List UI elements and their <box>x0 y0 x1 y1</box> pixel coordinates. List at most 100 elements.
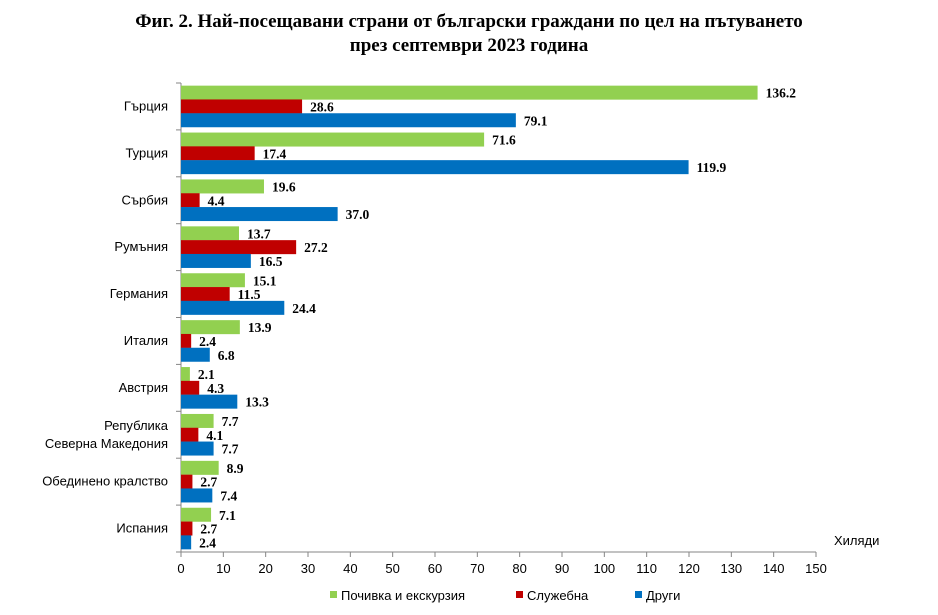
data-label: 2.4 <box>199 334 216 349</box>
x-tick-label: 30 <box>301 561 315 576</box>
category-label-line: Турция <box>125 145 168 160</box>
data-label: 37.0 <box>346 207 370 222</box>
bar-2-0 <box>181 113 516 128</box>
bar-0-8 <box>181 460 219 475</box>
data-label: 11.5 <box>238 287 261 302</box>
x-tick-label: 120 <box>678 561 700 576</box>
bar-2-3 <box>181 253 251 268</box>
data-label: 7.1 <box>219 508 236 523</box>
x-tick-label: 50 <box>385 561 399 576</box>
data-label: 13.7 <box>247 226 271 241</box>
bar-1-9 <box>181 521 193 536</box>
data-label: 28.6 <box>310 99 334 114</box>
bar-0-2 <box>181 179 264 194</box>
data-label: 2.7 <box>200 475 217 490</box>
category-label: Обединено кралство <box>42 474 168 489</box>
category-label-line: Германия <box>110 286 168 301</box>
bar-0-7 <box>181 413 214 428</box>
bar-2-6 <box>181 394 238 409</box>
category-label-line: Румъния <box>114 239 168 254</box>
bar-1-0 <box>181 99 303 114</box>
category-label: Турция <box>125 145 168 160</box>
category-label-line: Гърция <box>124 98 168 113</box>
data-label: 19.6 <box>272 179 296 194</box>
x-tick-label: 90 <box>555 561 569 576</box>
data-label: 15.1 <box>253 273 277 288</box>
bar-2-5 <box>181 347 210 362</box>
bar-1-5 <box>181 333 192 348</box>
bar-0-1 <box>181 132 485 147</box>
legend-swatch <box>635 591 642 598</box>
chart-title: Фиг. 2. Най-посещавани страни от българс… <box>0 10 938 58</box>
x-tick-label: 80 <box>512 561 526 576</box>
legend-label: Почивка и екскурзия <box>341 588 465 603</box>
bar-0-9 <box>181 507 212 522</box>
legend-swatch <box>516 591 523 598</box>
data-label: 17.4 <box>263 146 287 161</box>
x-tick-label: 130 <box>720 561 742 576</box>
data-label: 27.2 <box>304 240 328 255</box>
bar-0-4 <box>181 273 245 288</box>
data-label: 2.4 <box>199 535 216 550</box>
data-label: 71.6 <box>492 133 516 148</box>
data-label: 13.9 <box>248 320 272 335</box>
category-label-line: Обединено кралство <box>42 474 168 489</box>
bar-0-5 <box>181 320 240 335</box>
data-label: 2.1 <box>198 367 215 382</box>
x-tick-label: 70 <box>470 561 484 576</box>
bar-2-2 <box>181 207 338 222</box>
data-label: 6.8 <box>218 348 235 363</box>
data-label: 7.4 <box>220 488 237 503</box>
bar-2-4 <box>181 300 285 315</box>
x-tick-label: 100 <box>593 561 615 576</box>
bar-2-7 <box>181 441 214 456</box>
bar-0-6 <box>181 367 190 382</box>
data-label: 16.5 <box>259 254 283 269</box>
bar-1-6 <box>181 380 200 395</box>
legend-label: Служебна <box>527 588 589 603</box>
data-label: 119.9 <box>697 160 727 175</box>
bar-2-9 <box>181 535 192 550</box>
category-label: Република Северна Македония <box>45 418 169 451</box>
legend-swatch <box>330 591 337 598</box>
category-label-line: Испания <box>116 521 168 536</box>
data-label: 13.3 <box>245 395 269 410</box>
bar-1-1 <box>181 146 255 161</box>
category-label: Румъния <box>114 239 168 254</box>
category-label-line: Австрия <box>119 380 168 395</box>
x-tick-label: 20 <box>258 561 272 576</box>
x-tick-label: 140 <box>763 561 785 576</box>
category-label: Австрия <box>119 380 168 395</box>
data-label: 24.4 <box>292 301 316 316</box>
data-label: 136.2 <box>766 86 797 101</box>
data-label: 4.4 <box>208 193 225 208</box>
bar-1-7 <box>181 427 199 442</box>
category-label: Испания <box>116 521 168 536</box>
data-label: 79.1 <box>524 113 548 128</box>
legend-label: Други <box>646 588 680 603</box>
category-label-line: Сърбия <box>122 192 169 207</box>
x-tick-label: 0 <box>177 561 184 576</box>
chart-title-line-2: през септември 2023 година <box>349 35 589 56</box>
data-label: 4.1 <box>206 428 223 443</box>
category-label: Германия <box>110 286 168 301</box>
data-label: 7.7 <box>222 442 239 457</box>
data-label: 8.9 <box>227 461 244 476</box>
unit-label: Хиляди <box>834 533 879 548</box>
data-label: 7.7 <box>222 414 239 429</box>
bar-1-8 <box>181 474 193 489</box>
bar-0-3 <box>181 226 239 241</box>
x-tick-label: 40 <box>343 561 357 576</box>
bar-1-4 <box>181 287 230 302</box>
x-tick-label: 110 <box>636 561 657 576</box>
category-label: Италия <box>124 333 168 348</box>
data-label: 2.7 <box>200 522 217 537</box>
category-label-line: Северна Македония <box>45 436 168 451</box>
bar-2-8 <box>181 488 213 503</box>
x-tick-label: 60 <box>428 561 442 576</box>
bar-0-0 <box>181 85 758 100</box>
chart-title-line-1: Фиг. 2. Най-посещавани страни от българс… <box>135 11 803 32</box>
category-label-line: Италия <box>124 333 168 348</box>
bar-1-2 <box>181 193 200 208</box>
